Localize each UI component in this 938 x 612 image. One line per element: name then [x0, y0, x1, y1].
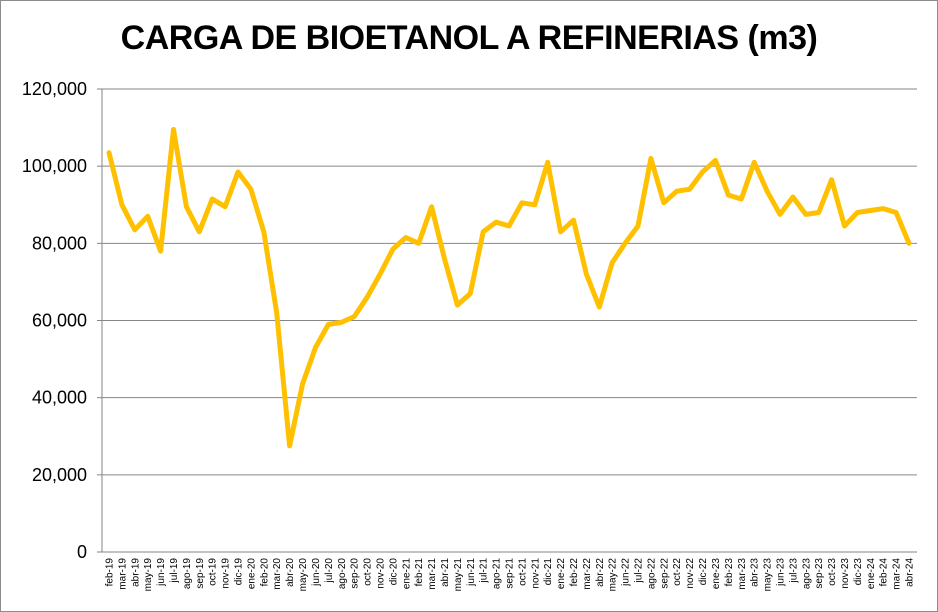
gridlines: [102, 88, 917, 476]
x-tick-label: feb-20: [259, 558, 270, 587]
x-tick-label: may-19: [143, 558, 154, 592]
x-tick-label: may-21: [453, 558, 464, 592]
x-tick-label: dic-22: [698, 558, 709, 586]
x-tick-label: mar-23: [737, 558, 748, 590]
x-tick-label: jun-22: [621, 558, 632, 587]
x-tick-label: oct-23: [827, 558, 838, 586]
x-tick-label: oct-19: [208, 558, 219, 586]
x-tick-label: oct-22: [672, 558, 683, 586]
x-tick-label: jul-21: [479, 558, 490, 584]
x-tick-label: abr-22: [595, 558, 606, 587]
x-tick-label: jul-23: [788, 558, 799, 584]
x-tick-label: nov-20: [375, 558, 386, 589]
x-tick-label: mar-24: [892, 558, 903, 590]
x-tick-label: abr-21: [440, 558, 451, 587]
x-tick-label: dic-19: [234, 558, 245, 586]
x-tick-label: mar-21: [427, 558, 438, 590]
x-tick-label: dic-23: [853, 558, 864, 586]
x-tick-label: ago-23: [801, 558, 812, 590]
series-line: [106, 127, 912, 449]
x-tick-label: oct-20: [363, 558, 374, 586]
x-tick-label: jul-19: [169, 558, 180, 584]
x-tick-label: mar-19: [117, 558, 128, 590]
x-tick-label: ene-22: [556, 558, 567, 590]
x-tick-label: nov-22: [685, 558, 696, 589]
x-tick-label: sep-19: [195, 558, 206, 589]
x-tick-label: jun-23: [775, 558, 786, 587]
y-tick-label: 40,000: [32, 388, 87, 408]
y-tick-label: 100,000: [22, 156, 87, 176]
x-tick-label: ene-20: [246, 558, 257, 590]
y-tick-label: 80,000: [32, 233, 87, 253]
x-tick-label: mar-20: [272, 558, 283, 590]
x-tick-label: ene-23: [711, 558, 722, 590]
x-tick-label: nov-23: [840, 558, 851, 589]
x-tick-label: oct-21: [517, 558, 528, 586]
x-tick-label: may-20: [298, 558, 309, 592]
y-tick-labels: 0 20,000 40,000 60,000 80,000 100,000 120,000: [22, 79, 87, 562]
x-tick-label: sep-23: [814, 558, 825, 589]
x-tick-label: feb-24: [879, 558, 890, 587]
x-tick-label: feb-23: [724, 558, 735, 587]
x-tick-label: feb-22: [569, 558, 580, 587]
x-tick-label: ago-20: [337, 558, 348, 590]
x-tick-label: dic-20: [388, 558, 399, 586]
chart-title: CARGA DE BIOETANOL A REFINERIAS (m3): [120, 19, 818, 57]
x-tick-labels: feb-19 mar-19 abr-19 may-19 jun-19 jul-19 ago-…: [105, 558, 916, 592]
x-tick-label: jul-20: [324, 558, 335, 584]
x-tick-label: ene-21: [401, 558, 412, 590]
y-tick-label: 60,000: [32, 311, 87, 331]
x-tick-label: dic-21: [543, 558, 554, 586]
x-tick-label: feb-19: [105, 558, 116, 587]
y-tick-label: 20,000: [32, 465, 87, 485]
x-tick-label: ago-22: [646, 558, 657, 590]
x-tick-label: abr-20: [285, 558, 296, 587]
x-tick-label: jun-21: [466, 558, 477, 587]
x-tick-label: ago-19: [182, 558, 193, 590]
x-tick-label: ago-21: [492, 558, 503, 590]
x-tick-label: sep-22: [659, 558, 670, 589]
y-tick-label: 120,000: [22, 79, 87, 99]
x-tick-label: jun-20: [311, 558, 322, 587]
y-tick-label: 0: [77, 542, 87, 562]
x-tick-label: sep-20: [350, 558, 361, 589]
x-tick-label: ene-24: [866, 558, 877, 590]
x-tick-label: abr-19: [130, 558, 141, 587]
x-tick-label: abr-24: [905, 558, 916, 587]
x-tick-label: sep-21: [505, 558, 516, 589]
x-tick-label: may-23: [763, 558, 774, 592]
axes: [97, 88, 917, 553]
x-tick-label: may-22: [608, 558, 619, 592]
x-tick-label: nov-19: [221, 558, 232, 589]
x-tick-label: jun-19: [156, 558, 167, 587]
x-tick-label: abr-23: [750, 558, 761, 587]
x-tick-label: jul-22: [634, 558, 645, 584]
series-layer: [106, 127, 912, 449]
x-tick-label: feb-21: [414, 558, 425, 587]
x-tick-label: nov-21: [530, 558, 541, 589]
x-tick-label: mar-22: [582, 558, 593, 590]
